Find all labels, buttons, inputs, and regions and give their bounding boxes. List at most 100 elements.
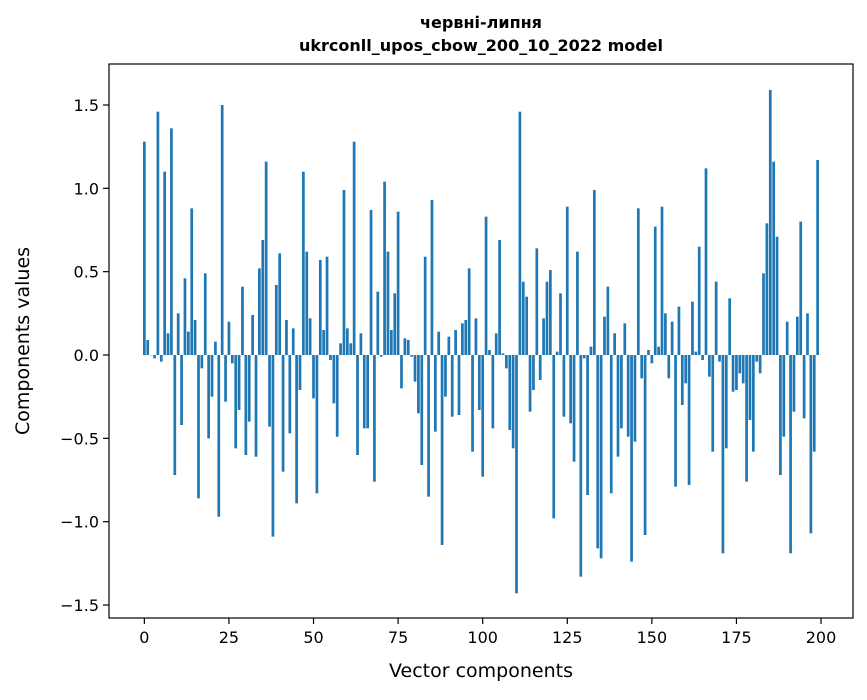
bar — [292, 328, 295, 355]
bar — [728, 298, 731, 355]
bar — [346, 328, 349, 355]
bar — [573, 355, 576, 462]
bar — [393, 293, 396, 355]
bar — [224, 355, 227, 402]
bar — [563, 355, 566, 417]
bar — [383, 182, 386, 355]
bar — [776, 237, 779, 355]
bar — [407, 340, 410, 355]
bar — [701, 355, 704, 360]
bar — [705, 168, 708, 355]
y-tick-label: −1.5 — [60, 596, 99, 615]
bar — [376, 292, 379, 355]
bar — [647, 350, 650, 355]
bar — [231, 355, 234, 363]
bar — [718, 355, 721, 362]
bar — [478, 355, 481, 410]
bar — [201, 355, 204, 368]
bar — [437, 332, 440, 355]
y-tick-label: −0.5 — [60, 429, 99, 448]
bar — [722, 355, 725, 553]
bar — [234, 355, 237, 448]
bar — [542, 318, 545, 355]
bar — [664, 313, 667, 355]
bar — [813, 355, 816, 452]
bar — [410, 355, 413, 357]
bar — [336, 355, 339, 437]
bar — [623, 323, 626, 355]
bar — [454, 330, 457, 355]
bar — [461, 323, 464, 355]
bar — [302, 172, 305, 355]
bar — [417, 355, 420, 413]
bar — [481, 355, 484, 477]
bar — [698, 247, 701, 355]
y-tick-label: 1.0 — [74, 179, 99, 198]
bar — [762, 273, 765, 355]
bar — [596, 355, 599, 548]
bar — [569, 355, 572, 423]
bar — [772, 162, 775, 355]
bar — [288, 355, 291, 433]
bar — [194, 320, 197, 355]
bar — [546, 282, 549, 355]
bar — [688, 355, 691, 485]
bar — [749, 355, 752, 420]
bar — [627, 355, 630, 437]
bar — [366, 355, 369, 428]
bar — [143, 142, 146, 355]
bar — [779, 355, 782, 475]
bar — [610, 355, 613, 493]
bar — [349, 343, 352, 355]
bar — [525, 297, 528, 355]
bar — [275, 285, 278, 355]
bar — [816, 160, 819, 355]
bar — [651, 355, 654, 363]
bar — [431, 200, 434, 355]
bar — [532, 355, 535, 390]
bar — [258, 268, 261, 355]
bar — [515, 355, 518, 593]
bar — [268, 355, 271, 427]
bar — [586, 355, 589, 495]
x-tick-label: 100 — [467, 628, 498, 647]
bar — [796, 317, 799, 355]
bar — [671, 322, 674, 355]
bar — [793, 355, 796, 412]
bar — [305, 252, 308, 355]
bar — [373, 355, 376, 482]
bar — [245, 355, 248, 455]
bar — [637, 208, 640, 355]
x-tick-label: 125 — [552, 628, 583, 647]
bars-group — [143, 90, 819, 593]
bar — [251, 315, 254, 355]
bar — [295, 355, 298, 503]
x-tick-label: 175 — [721, 628, 752, 647]
bar — [414, 355, 417, 382]
bar — [184, 278, 187, 355]
bar — [607, 287, 610, 355]
bar — [400, 355, 403, 388]
x-tick-label: 50 — [303, 628, 323, 647]
bar — [755, 355, 758, 362]
bar — [214, 342, 217, 355]
bar — [745, 355, 748, 482]
bar — [678, 307, 681, 355]
bar — [424, 257, 427, 355]
bar — [177, 313, 180, 355]
bar — [153, 355, 156, 358]
bar — [207, 355, 210, 438]
bar — [343, 190, 346, 355]
y-tick-label: −1.0 — [60, 513, 99, 532]
bar — [485, 217, 488, 355]
bar — [644, 355, 647, 535]
bar — [316, 355, 319, 493]
bar — [684, 355, 687, 383]
bar — [441, 355, 444, 545]
bar — [217, 355, 220, 517]
bar — [146, 340, 149, 355]
bar — [789, 355, 792, 553]
bar — [529, 355, 532, 412]
bar — [190, 208, 193, 355]
plot-frame — [109, 64, 853, 618]
